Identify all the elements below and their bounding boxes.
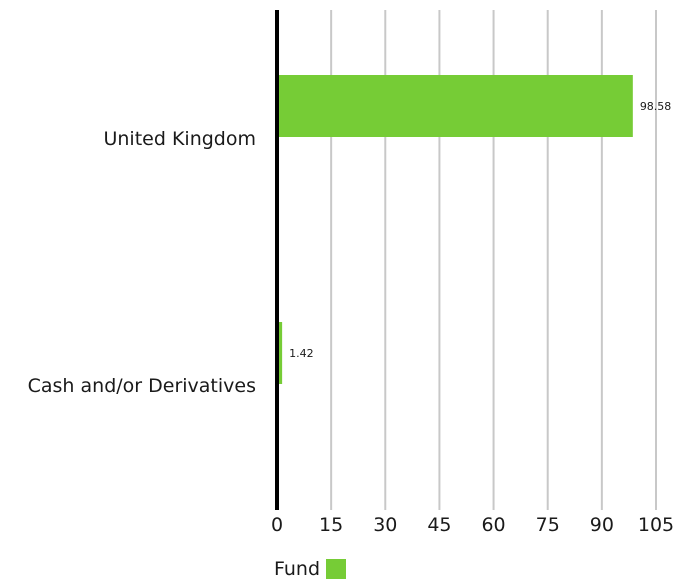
bar-united-kingdom [277,75,633,137]
x-tick-label-15: 15 [319,514,343,536]
legend-label-fund: Fund [274,558,321,580]
x-tick-label-60: 60 [481,514,505,536]
bars [277,75,633,384]
bar-cash-and-or-derivatives [277,322,283,384]
bar-chart: 0 15 30 45 60 75 90 105 98.58 United Kingdom 1.42 C… [28,10,675,536]
x-tick-label-75: 75 [536,514,560,536]
x-tick-label-45: 45 [427,514,451,536]
legend-swatch-fund [326,559,347,579]
data-label-united-kingdom: 98.58 [640,100,672,113]
x-tick-label-105: 105 [638,514,674,536]
x-tick-label-30: 30 [373,514,397,536]
labels: 0 15 30 45 60 75 90 105 98.58 United Kingdom 1.42 C… [28,100,675,536]
legend: Fund [274,558,347,580]
data-label-cash-and-or-derivatives: 1.42 [289,347,314,360]
x-tick-label-0: 0 [271,514,283,536]
x-tick-label-90: 90 [590,514,614,536]
category-label-cash-and-or-derivatives: Cash and/or Derivatives [28,375,256,397]
category-label-united-kingdom: United Kingdom [103,128,256,150]
